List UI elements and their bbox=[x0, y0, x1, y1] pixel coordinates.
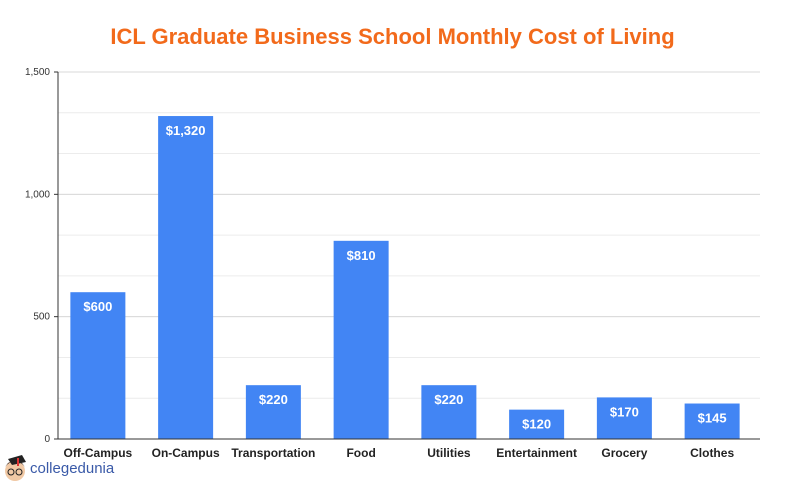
data-label: $810 bbox=[347, 248, 376, 263]
x-tick-label: Transportation bbox=[231, 446, 315, 460]
x-tick-label: Grocery bbox=[601, 446, 647, 460]
x-tick-label: Clothes bbox=[690, 446, 734, 460]
y-tick-label: 1,500 bbox=[25, 67, 50, 78]
x-tick-label: Utilities bbox=[427, 446, 471, 460]
data-label: $220 bbox=[434, 392, 463, 407]
bar bbox=[509, 409, 565, 439]
logo-text: collegedunia bbox=[30, 459, 115, 477]
data-label: $120 bbox=[522, 417, 551, 432]
bar bbox=[421, 385, 477, 439]
bar bbox=[596, 397, 652, 439]
collegedunia-logo: collegedunia bbox=[2, 452, 114, 484]
x-tick-label: Entertainment bbox=[496, 446, 577, 460]
y-tick-label: 1,000 bbox=[25, 189, 50, 200]
data-label: $220 bbox=[259, 392, 288, 407]
data-label: $600 bbox=[83, 299, 112, 314]
x-tick-label: On-Campus bbox=[152, 446, 220, 460]
bar bbox=[333, 240, 389, 439]
chart-title: ICL Graduate Business School Monthly Cos… bbox=[110, 24, 675, 49]
x-tick-label: Off-Campus bbox=[64, 446, 133, 460]
x-tick-label: Food bbox=[346, 446, 375, 460]
y-tick-label: 0 bbox=[44, 434, 50, 445]
data-label: $170 bbox=[610, 404, 639, 419]
data-label: $1,320 bbox=[166, 123, 206, 138]
bar bbox=[684, 403, 740, 439]
y-tick-label: 500 bbox=[33, 312, 50, 323]
data-label: $145 bbox=[698, 411, 727, 426]
bar bbox=[158, 116, 214, 439]
mascot-icon bbox=[5, 455, 26, 481]
bar bbox=[70, 292, 126, 439]
bar bbox=[245, 385, 301, 439]
